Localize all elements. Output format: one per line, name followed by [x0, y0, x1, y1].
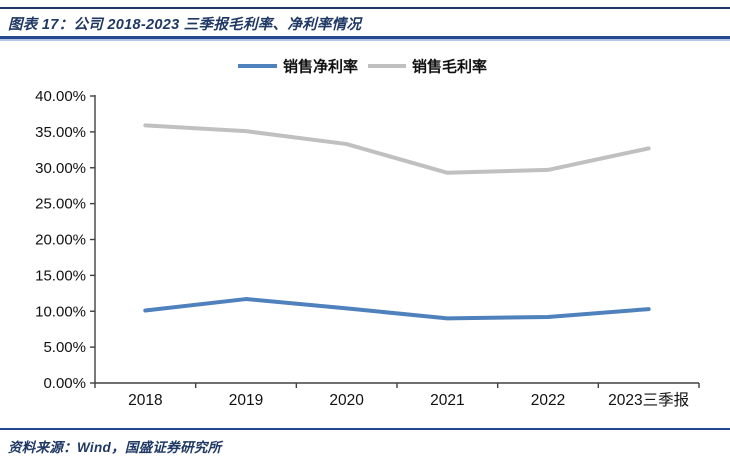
legend-label-gross-margin: 销售毛利率: [412, 58, 487, 76]
x-axis-label: 2022: [531, 392, 565, 409]
y-axis-tick-label: 20.00%: [35, 232, 86, 249]
y-axis-tick-label: 40.00%: [35, 88, 86, 105]
y-axis-tick-label: 5.00%: [43, 339, 86, 356]
series-line-net-margin: [143, 297, 651, 321]
source-note: 资料来源：Wind，国盛证券研究所: [8, 436, 221, 456]
y-axis-tick-label: 15.00%: [35, 267, 86, 284]
x-axis-label: 2021: [430, 392, 464, 409]
axis-frame: [94, 95, 699, 384]
y-axis-tick-label: 25.00%: [35, 196, 86, 213]
x-axis-label: 2023三季报: [608, 391, 689, 409]
legend-label-net-margin: 销售净利率: [283, 58, 358, 76]
x-axis-label: 2018: [128, 392, 162, 409]
y-axis-tick-label: 30.00%: [35, 160, 86, 177]
footer-rule: [0, 428, 730, 430]
x-axis-label: 2019: [229, 392, 263, 409]
y-axis-tick-label: 10.00%: [35, 303, 86, 320]
x-axis-label: 2020: [329, 392, 364, 409]
y-axis-tick-label: 35.00%: [35, 124, 86, 141]
title-underline-light-stripe: [0, 38, 730, 41]
y-axis-tick-label: 0.00%: [43, 375, 86, 392]
source-note-text: 资料来源：Wind，国盛证券研究所: [8, 440, 222, 455]
figure-title: 图表 17：公司 2018-2023 三季报毛利率、净利率情况: [8, 13, 361, 34]
title-underline-dark-stripe: [0, 36, 730, 39]
top-rule: [0, 7, 730, 9]
figure-title-text: 图表 17：公司 2018-2023 三季报毛利率、净利率情况: [8, 17, 362, 33]
title-underline-rule: [0, 36, 730, 41]
series-line-gross-margin: [143, 123, 651, 175]
